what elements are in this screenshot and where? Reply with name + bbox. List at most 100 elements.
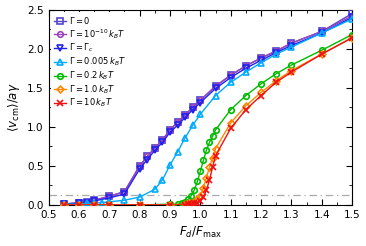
- $\Gamma = \Gamma_c$: [122, 193, 127, 196]
- Line: $\Gamma = 0$: $\Gamma = 0$: [61, 11, 355, 207]
- $\Gamma = 10\, k_BT$: [201, 196, 206, 199]
- $\Gamma = 10^{-10}\, k_BT$: [122, 190, 127, 193]
- $\Gamma = 10^{-10}\, k_BT$: [183, 114, 187, 117]
- $\Gamma = 10^{-10}\, k_BT$: [191, 106, 195, 109]
- $\Gamma = 0.005\, k_BT$: [228, 81, 233, 84]
- $\Gamma = 10^{-10}\, k_BT$: [289, 42, 294, 45]
- Legend: $\Gamma = 0$, $\Gamma = 10^{-10}\, k_BT$, $\Gamma = \Gamma_c$, $\Gamma = 0.005\,: $\Gamma = 0$, $\Gamma = 10^{-10}\, k_BT$…: [51, 12, 128, 112]
- $\Gamma = 1.0\, k_BT$: [168, 203, 172, 206]
- $\Gamma = 0.2\, k_BT$: [186, 198, 190, 201]
- $\Gamma = 0.005\, k_BT$: [92, 202, 96, 205]
- $\Gamma = 10\, k_BT$: [195, 201, 199, 204]
- $\Gamma = 10^{-10}\, k_BT$: [198, 99, 202, 102]
- $\Gamma = 0.005\, k_BT$: [320, 31, 324, 34]
- $\Gamma = 1.0\, k_BT$: [92, 203, 96, 206]
- $\Gamma = 10^{-10}\, k_BT$: [244, 64, 248, 67]
- $\Gamma = 1.0\, k_BT$: [198, 194, 202, 197]
- $\Gamma = 0.2\, k_BT$: [192, 189, 197, 192]
- $\Gamma = 0$: [153, 146, 157, 149]
- $\Gamma = 10^{-10}\, k_BT$: [228, 74, 233, 77]
- $\Gamma = 0$: [350, 12, 354, 15]
- $\Gamma = 10\, k_BT$: [244, 108, 248, 111]
- $\Gamma = \Gamma_c$: [160, 141, 165, 144]
- $\Gamma = 10^{-10}\, k_BT$: [92, 199, 96, 202]
- $\Gamma = \Gamma_c$: [213, 87, 218, 90]
- $\Gamma = 0.2\, k_BT$: [320, 49, 324, 52]
- $\Gamma = \Gamma_c$: [153, 149, 157, 152]
- $\Gamma = 10\, k_BT$: [138, 203, 142, 206]
- $\Gamma = 10\, k_BT$: [192, 202, 197, 205]
- $\Gamma = 0$: [107, 195, 112, 198]
- $\Gamma = 10\, k_BT$: [168, 203, 172, 206]
- $\Gamma = 1.0\, k_BT$: [213, 147, 218, 150]
- Line: $\Gamma = \Gamma_c$: $\Gamma = \Gamma_c$: [61, 15, 355, 207]
- $\Gamma = 0$: [175, 121, 180, 123]
- $\Gamma = 0.005\, k_BT$: [77, 203, 81, 206]
- $\Gamma = 0.2\, k_BT$: [274, 72, 279, 75]
- $\Gamma = 1.0\, k_BT$: [183, 203, 187, 206]
- $\Gamma = 10\, k_BT$: [198, 200, 202, 202]
- $\Gamma = 10\, k_BT$: [92, 203, 96, 206]
- $\Gamma = 10^{-10}\, k_BT$: [160, 138, 165, 141]
- Line: $\Gamma = 0.2\, k_BT$: $\Gamma = 0.2\, k_BT$: [61, 32, 355, 208]
- $\Gamma = \Gamma_c$: [244, 67, 248, 70]
- $\Gamma = 10\, k_BT$: [186, 203, 190, 206]
- $\Gamma = 1.0\, k_BT$: [259, 91, 263, 94]
- $\Gamma = 1.0\, k_BT$: [210, 156, 215, 159]
- $\Gamma = 0.005\, k_BT$: [153, 188, 157, 191]
- $\Gamma = 10\, k_BT$: [107, 203, 112, 206]
- $\Gamma = 10^{-10}\, k_BT$: [274, 49, 279, 52]
- $\Gamma = \Gamma_c$: [259, 59, 263, 62]
- $\Gamma = 10\, k_BT$: [213, 154, 218, 157]
- $\Gamma = 10\, k_BT$: [289, 71, 294, 74]
- $\Gamma = 0.005\, k_BT$: [160, 178, 165, 181]
- $\Gamma = 10\, k_BT$: [207, 178, 212, 181]
- $\Gamma = 0$: [61, 203, 66, 206]
- $\Gamma = 0.2\, k_BT$: [107, 203, 112, 206]
- $\Gamma = 0.2\, k_BT$: [213, 128, 218, 131]
- $\Gamma = 1.0\, k_BT$: [350, 36, 354, 39]
- $\Gamma = 1.0\, k_BT$: [228, 121, 233, 124]
- $\Gamma = 0.2\, k_BT$: [204, 149, 209, 152]
- $\Gamma = 0.005\, k_BT$: [138, 196, 142, 199]
- $\Gamma = 0.005\, k_BT$: [213, 94, 218, 97]
- $\Gamma = 10\, k_BT$: [320, 53, 324, 56]
- $\Gamma = 10^{-10}\, k_BT$: [153, 146, 157, 149]
- $\Gamma = 10^{-10}\, k_BT$: [138, 164, 142, 167]
- $\Gamma = 0$: [145, 155, 149, 158]
- $\Gamma = 0.005\, k_BT$: [191, 124, 195, 127]
- $\Gamma = 0$: [259, 57, 263, 60]
- $\Gamma = 0.2\, k_BT$: [168, 203, 172, 206]
- $\Gamma = 0$: [77, 201, 81, 204]
- $\Gamma = 0$: [289, 42, 294, 45]
- $\Gamma = 0.2\, k_BT$: [77, 203, 81, 206]
- $\Gamma = 0.2\, k_BT$: [175, 203, 180, 206]
- $\Gamma = 0.005\, k_BT$: [198, 113, 202, 116]
- $\Gamma = 0$: [274, 49, 279, 52]
- $\Gamma = \Gamma_c$: [145, 158, 149, 161]
- $\Gamma = 1.0\, k_BT$: [204, 176, 209, 179]
- $\Gamma = 10\, k_BT$: [77, 203, 81, 206]
- $\Gamma = \Gamma_c$: [191, 108, 195, 111]
- $\Gamma = \Gamma_c$: [77, 202, 81, 205]
- $\Gamma = \Gamma_c$: [61, 203, 66, 206]
- $\Gamma = 10\, k_BT$: [274, 81, 279, 84]
- $\Gamma = 0.2\, k_BT$: [189, 194, 194, 197]
- $\Gamma = 0.2\, k_BT$: [61, 203, 66, 206]
- $\Gamma = 1.0\, k_BT$: [195, 198, 199, 201]
- Line: $\Gamma = 0.005\, k_BT$: $\Gamma = 0.005\, k_BT$: [61, 16, 355, 207]
- $\Gamma = 1.0\, k_BT$: [192, 200, 197, 203]
- $\Gamma = 0$: [228, 74, 233, 77]
- $\Gamma = 0.005\, k_BT$: [61, 203, 66, 206]
- $\Gamma = 0$: [138, 164, 142, 167]
- $\Gamma = 0.2\, k_BT$: [195, 180, 199, 183]
- $\Gamma = 10^{-10}\, k_BT$: [175, 121, 180, 123]
- $\Gamma = 1.0\, k_BT$: [186, 202, 190, 205]
- $\Gamma = 0.005\, k_BT$: [350, 17, 354, 20]
- $\Gamma = 0.005\, k_BT$: [183, 136, 187, 139]
- $\Gamma = 10\, k_BT$: [350, 36, 354, 39]
- $\Gamma = 0.2\, k_BT$: [180, 202, 184, 205]
- $\Gamma = 0$: [191, 106, 195, 109]
- $\Gamma = 0.2\, k_BT$: [207, 141, 212, 144]
- $\Gamma = 0.2\, k_BT$: [201, 159, 206, 162]
